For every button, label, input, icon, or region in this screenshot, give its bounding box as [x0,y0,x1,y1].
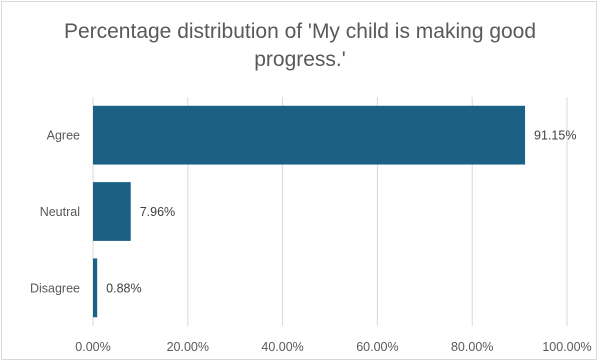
x-tick-label: 60.00% [356,340,398,354]
x-tick-label: 20.00% [167,340,209,354]
x-tick-label: 40.00% [261,340,303,354]
x-tick-labels: 0.00% 20.00% 40.00% 60.00% 80.00% 100.00% [75,340,591,354]
category-label-agree: Agree [47,129,80,143]
data-label-disagree: 0.88% [106,281,141,295]
data-label-agree: 91.15% [534,129,576,143]
bar-disagree [93,258,98,318]
bar-neutral [93,182,131,241]
bar-agree [93,105,526,165]
x-tick-label: 80.00% [451,340,493,354]
x-tick-label: 0.00% [75,340,110,354]
data-label-neutral: 7.96% [140,205,175,219]
chart-title: Percentage distribution of 'My child is … [63,20,537,71]
x-tick-label: 100.00% [542,340,591,354]
category-label-neutral: Neutral [40,205,80,219]
category-label-disagree: Disagree [30,281,80,295]
data-labels: 91.15% 7.96% 0.88% [106,129,576,296]
category-labels: Agree Neutral Disagree [30,129,80,296]
bars [93,105,526,318]
